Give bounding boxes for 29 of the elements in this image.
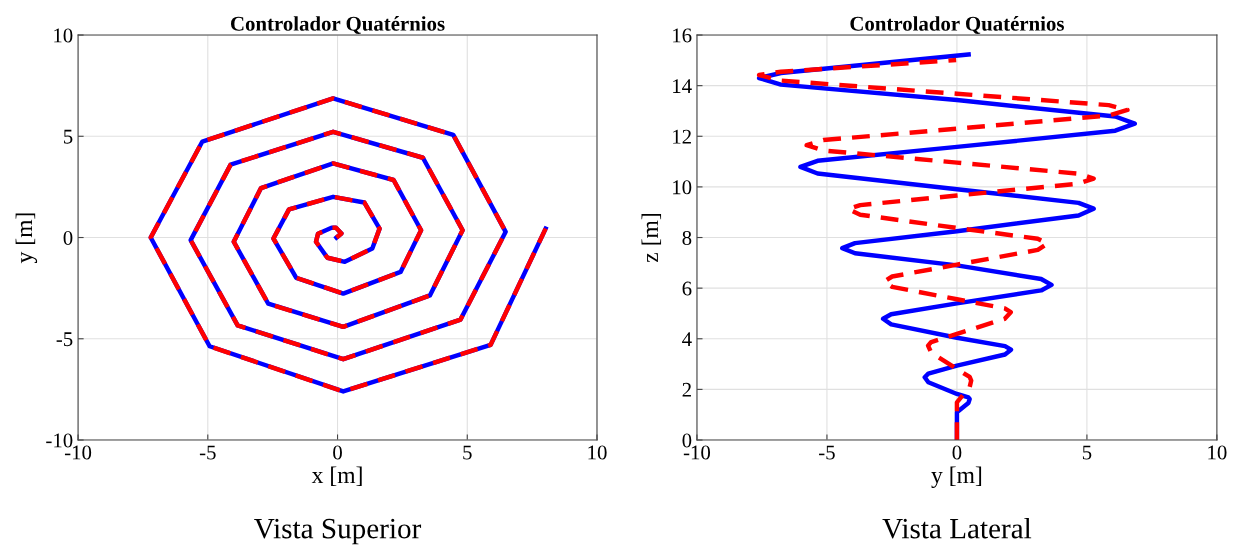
y-tick-label: 14 <box>673 79 692 93</box>
chart-title: Controlador Quatérnios <box>231 16 445 34</box>
y-tick-label: 0 <box>63 230 73 245</box>
x-tick-label: 10 <box>588 445 607 460</box>
y-tick-label: 2 <box>682 382 691 397</box>
y-tick-label: 12 <box>673 129 691 144</box>
line-series <box>148 96 548 394</box>
x-axis-title: y [m] <box>931 466 982 489</box>
y-tick-label: 10 <box>673 180 692 195</box>
x-tick-label: 5 <box>463 445 472 460</box>
y-axis-title: z [m] <box>641 214 662 263</box>
x-tick-label: -5 <box>819 445 835 460</box>
y-tick-label: 4 <box>682 332 692 346</box>
text: Vista Lateral <box>882 517 1032 539</box>
y-tick-label: 16 <box>673 28 692 43</box>
y-tick-label: 6 <box>682 281 692 296</box>
chart-title: Controlador Quatérnios <box>850 16 1064 34</box>
y-tick-label: 8 <box>682 230 692 245</box>
y-tick-label: -5 <box>56 332 73 347</box>
x-tick-label: 0 <box>952 445 962 460</box>
x-tick-label: -5 <box>199 445 216 460</box>
x-tick-label: 10 <box>1208 445 1227 460</box>
x-tick-label: 5 <box>1082 445 1092 460</box>
y-tick-label: 10 <box>54 28 73 43</box>
y-axis-title: y [m] <box>15 213 38 264</box>
x-tick-label: 0 <box>333 445 342 460</box>
y-tick-label: 5 <box>63 129 73 144</box>
x-axis-title: x [m] <box>311 466 362 487</box>
text: Vista Superior <box>254 518 422 545</box>
